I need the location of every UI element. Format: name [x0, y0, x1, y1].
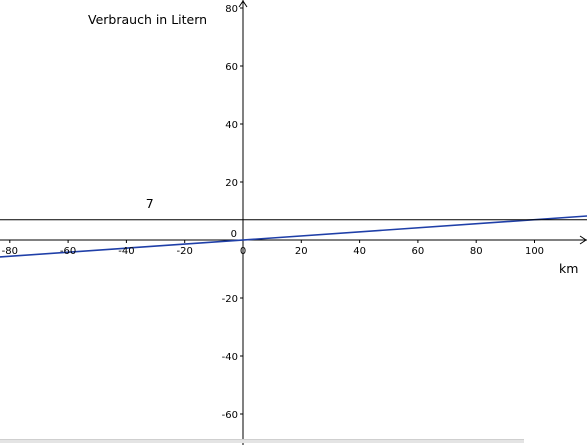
- y-tick-label: 80: [225, 4, 238, 15]
- x-tick-label: 20: [295, 246, 308, 257]
- y-axis-arrow: [238, 0, 248, 8]
- x-axis-arrow: [579, 235, 587, 245]
- y-tick-label: 40: [225, 120, 238, 131]
- x-axis-label: km: [559, 261, 578, 276]
- y-tick-label: -40: [222, 352, 238, 363]
- y-axis-label: Verbrauch in Litern: [88, 12, 207, 27]
- tick-labels: -80 -60 -40 -20 0 20 40 60 80 100 -60 -40 -20 20 40 60 8…: [2, 4, 544, 421]
- x-tick-label: -20: [177, 246, 193, 257]
- x-tick-label: 60: [412, 246, 425, 257]
- x-tick-label: -80: [2, 246, 18, 257]
- series-lines: [0, 215, 587, 258]
- consumption-line: [0, 215, 587, 258]
- y-tick-label: -60: [222, 410, 238, 421]
- y-tick-label: -20: [222, 294, 238, 305]
- x-tick-label: -60: [60, 246, 76, 257]
- x-tick-label: 40: [353, 246, 366, 257]
- x-tick-label: 80: [470, 246, 483, 257]
- bottom-scrollbar[interactable]: [0, 439, 524, 443]
- origin-label: 0: [231, 229, 237, 240]
- annotation-label: 7: [146, 196, 154, 211]
- y-tick-label: 60: [225, 62, 238, 73]
- x-tick-label: 100: [525, 246, 544, 257]
- x-tick-label: -40: [118, 246, 134, 257]
- y-tick-label: 20: [225, 178, 238, 189]
- x-tick-label: 0: [240, 246, 246, 257]
